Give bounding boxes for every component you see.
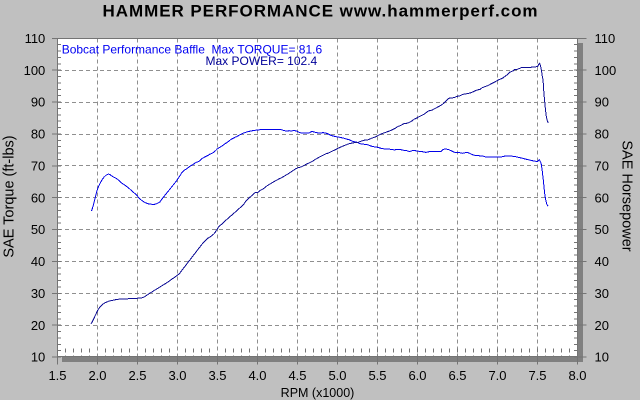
svg-text:20: 20 — [595, 318, 609, 333]
svg-text:4.0: 4.0 — [248, 368, 266, 383]
svg-text:50: 50 — [595, 222, 609, 237]
svg-text:100: 100 — [595, 63, 617, 78]
svg-text:Max POWER= 102.4: Max POWER= 102.4 — [206, 54, 318, 68]
svg-text:30: 30 — [595, 286, 609, 301]
svg-text:90: 90 — [595, 95, 609, 110]
svg-text:Bobcat Performance Baffle Max: Bobcat Performance Baffle Max TORQUE= 81… — [62, 42, 323, 56]
svg-text:1.5: 1.5 — [48, 368, 66, 383]
svg-text:60: 60 — [595, 190, 609, 205]
svg-text:80: 80 — [31, 127, 45, 142]
svg-text:30: 30 — [31, 286, 45, 301]
svg-text:110: 110 — [595, 31, 616, 46]
svg-text:90: 90 — [31, 95, 45, 110]
svg-text:5.0: 5.0 — [328, 368, 346, 383]
svg-text:6.0: 6.0 — [408, 368, 426, 383]
svg-text:6.5: 6.5 — [448, 368, 466, 383]
svg-text:5.5: 5.5 — [368, 368, 386, 383]
svg-text:3.5: 3.5 — [208, 368, 226, 383]
svg-text:RPM (x1000): RPM (x1000) — [281, 386, 355, 400]
svg-text:60: 60 — [31, 190, 45, 205]
svg-text:2.5: 2.5 — [128, 368, 146, 383]
svg-text:40: 40 — [31, 254, 45, 269]
svg-text:70: 70 — [595, 158, 609, 173]
svg-text:10: 10 — [595, 350, 609, 365]
svg-text:10: 10 — [31, 350, 45, 365]
svg-text:HAMMER PERFORMANCE www.hammerp: HAMMER PERFORMANCE www.hammerperf.com — [103, 2, 539, 21]
svg-text:7.5: 7.5 — [528, 368, 546, 383]
svg-text:SAE Torque (ft-lbs): SAE Torque (ft-lbs) — [2, 135, 18, 257]
svg-text:3.0: 3.0 — [168, 368, 186, 383]
svg-text:80: 80 — [595, 127, 609, 142]
svg-text:70: 70 — [31, 158, 45, 173]
svg-text:8.0: 8.0 — [568, 368, 586, 383]
svg-text:20: 20 — [31, 318, 45, 333]
svg-text:7.0: 7.0 — [488, 368, 506, 383]
svg-text:SAE Horsepower: SAE Horsepower — [619, 140, 635, 251]
svg-text:40: 40 — [595, 254, 609, 269]
svg-text:4.5: 4.5 — [288, 368, 306, 383]
svg-text:2.0: 2.0 — [88, 368, 106, 383]
svg-text:50: 50 — [31, 222, 45, 237]
svg-text:110: 110 — [25, 31, 46, 46]
svg-text:100: 100 — [24, 63, 46, 78]
